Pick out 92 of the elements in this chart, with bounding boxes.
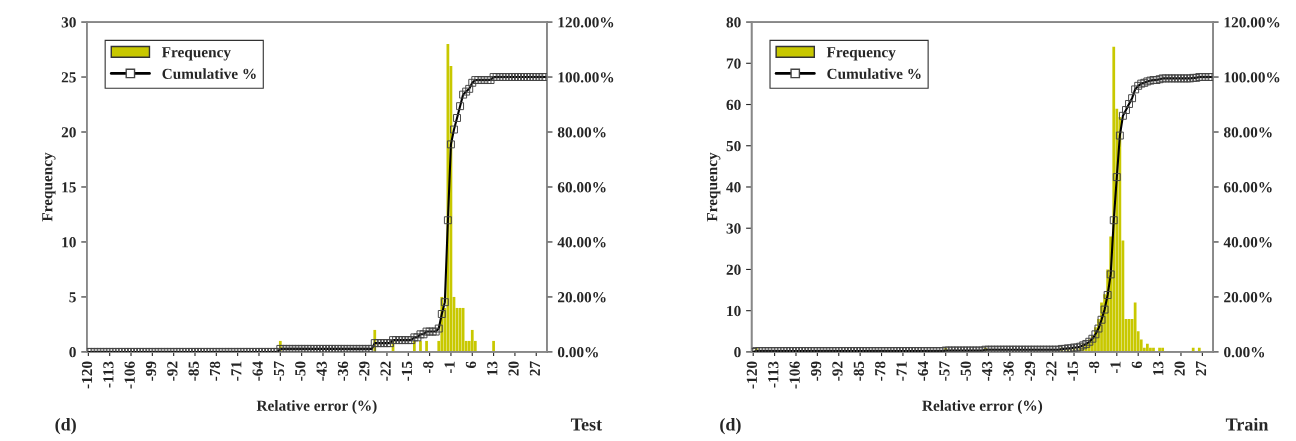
- bar: [419, 340, 422, 352]
- x-tick-label: -36: [1003, 361, 1014, 381]
- x-tick-label: -71: [231, 361, 242, 381]
- y2-tick-label: 80.00%: [557, 127, 606, 138]
- y2-tick-label: 80.00%: [1223, 127, 1272, 138]
- x-tick-label: 20: [1174, 361, 1185, 376]
- x-tick-label: -50: [295, 361, 306, 381]
- y2-tick-label: 40.00%: [1223, 237, 1272, 248]
- x-tick-label: -43: [982, 361, 993, 381]
- y-tick-label: 5: [69, 292, 76, 303]
- y-tick-label: 25: [61, 72, 76, 83]
- y-tick-label: 60: [726, 99, 741, 110]
- x-tick-label: -99: [810, 361, 822, 381]
- bar: [492, 340, 495, 352]
- x-tick-label: -22: [380, 361, 391, 381]
- y-axis-title: Frequency: [707, 152, 721, 222]
- y-tick-label: 0: [69, 347, 76, 358]
- y-tick-label: 10: [727, 305, 741, 317]
- x-tick-label: -113: [103, 361, 114, 388]
- x-tick-label: -106: [124, 361, 135, 389]
- y2-tick-label: 20.00%: [557, 292, 606, 303]
- y-tick-label: 20: [61, 127, 76, 138]
- text: (d): [55, 417, 76, 435]
- text: Test: [570, 418, 603, 431]
- y-tick-label: 30: [726, 223, 741, 234]
- y-tick-label: 15: [62, 182, 76, 193]
- y-tick-label: 80: [726, 17, 741, 28]
- y-tick-label: 50: [726, 140, 741, 152]
- y2-tick-label: 100.00%: [558, 72, 614, 83]
- x-tick-label: -50: [960, 361, 971, 381]
- x-tick-label: 6: [465, 361, 477, 369]
- x-tick-label: -78: [209, 361, 221, 381]
- y-tick-label: 70: [726, 58, 741, 69]
- x-tick-label: -57: [939, 361, 950, 381]
- x-tick-label: -64: [917, 361, 929, 381]
- x-tick-label: 27: [529, 361, 540, 376]
- x-tick-label: -120: [81, 361, 93, 389]
- bar: [1145, 343, 1149, 352]
- y-axis-title: Frequency: [42, 152, 56, 222]
- x-tick-label: 27: [1195, 361, 1207, 376]
- x-tick-label: -64: [252, 361, 263, 381]
- x-tick-label: -29: [359, 361, 370, 381]
- x-tick-label: 13: [1153, 361, 1164, 375]
- legend-label: Frequency: [826, 47, 896, 61]
- y-tick-label: 40: [726, 182, 741, 193]
- x-tick-label: -1: [1110, 361, 1121, 374]
- x-tick-label: -106: [789, 361, 800, 389]
- y2-tick-label: 0.00%: [1224, 347, 1265, 358]
- x-tick-label: -113: [768, 361, 779, 388]
- x-tick-label: 13: [487, 361, 498, 375]
- x-tick-label: -1: [444, 361, 455, 374]
- x-tick-label: -8: [1088, 361, 1100, 374]
- y-tick-label: 20: [726, 264, 741, 275]
- x-tick-label: -43: [316, 361, 327, 381]
- y2-tick-label: 40.00%: [557, 237, 606, 248]
- x-tick-label: -15: [401, 361, 413, 381]
- text: (d): [720, 417, 741, 435]
- x-tick-label: -15: [1067, 361, 1078, 381]
- bar: [470, 329, 474, 352]
- y2-tick-label: 20.00%: [1224, 292, 1272, 303]
- y-tick-label: 30: [61, 17, 76, 28]
- y2-tick-label: 120.00%: [558, 17, 614, 28]
- y-tick-label: 10: [62, 237, 76, 248]
- y2-tick-label: 100.00%: [1224, 72, 1280, 83]
- legend-label: Cumulative %: [827, 68, 921, 80]
- x-tick-label: 6: [1131, 361, 1143, 369]
- bar: [425, 340, 428, 352]
- x-tick-label: -8: [423, 361, 434, 374]
- x-tick-label: -22: [1046, 361, 1057, 381]
- x-tick-label: -36: [337, 361, 349, 381]
- y2-tick-label: 120.00%: [1224, 17, 1280, 28]
- legend-label: Cumulative %: [162, 68, 256, 80]
- y2-tick-label: 60.00%: [1224, 182, 1272, 193]
- x-tick-label: 20: [508, 361, 519, 376]
- x-tick-label: -99: [145, 361, 157, 381]
- bar: [1133, 302, 1137, 352]
- x-tick-label: -71: [896, 361, 907, 381]
- x-tick-label: -92: [832, 361, 843, 381]
- x-tick-label: -29: [1024, 361, 1036, 381]
- x-tick-label: -78: [875, 361, 886, 381]
- x-tick-label: -57: [273, 361, 285, 381]
- y-tick-label: 0: [734, 347, 741, 358]
- x-tick-label: -85: [853, 361, 864, 381]
- x-tick-label: -85: [188, 361, 199, 381]
- x-axis-title: Relative error (%): [922, 400, 1043, 414]
- y2-tick-label: 60.00%: [557, 182, 606, 193]
- text: Train: [1225, 417, 1269, 431]
- x-tick-label: -92: [167, 361, 178, 381]
- x-tick-label: -120: [746, 361, 758, 389]
- y2-tick-label: 0.00%: [557, 347, 598, 358]
- legend-label: Frequency: [161, 47, 231, 61]
- x-axis-title: Relative error (%): [256, 400, 377, 414]
